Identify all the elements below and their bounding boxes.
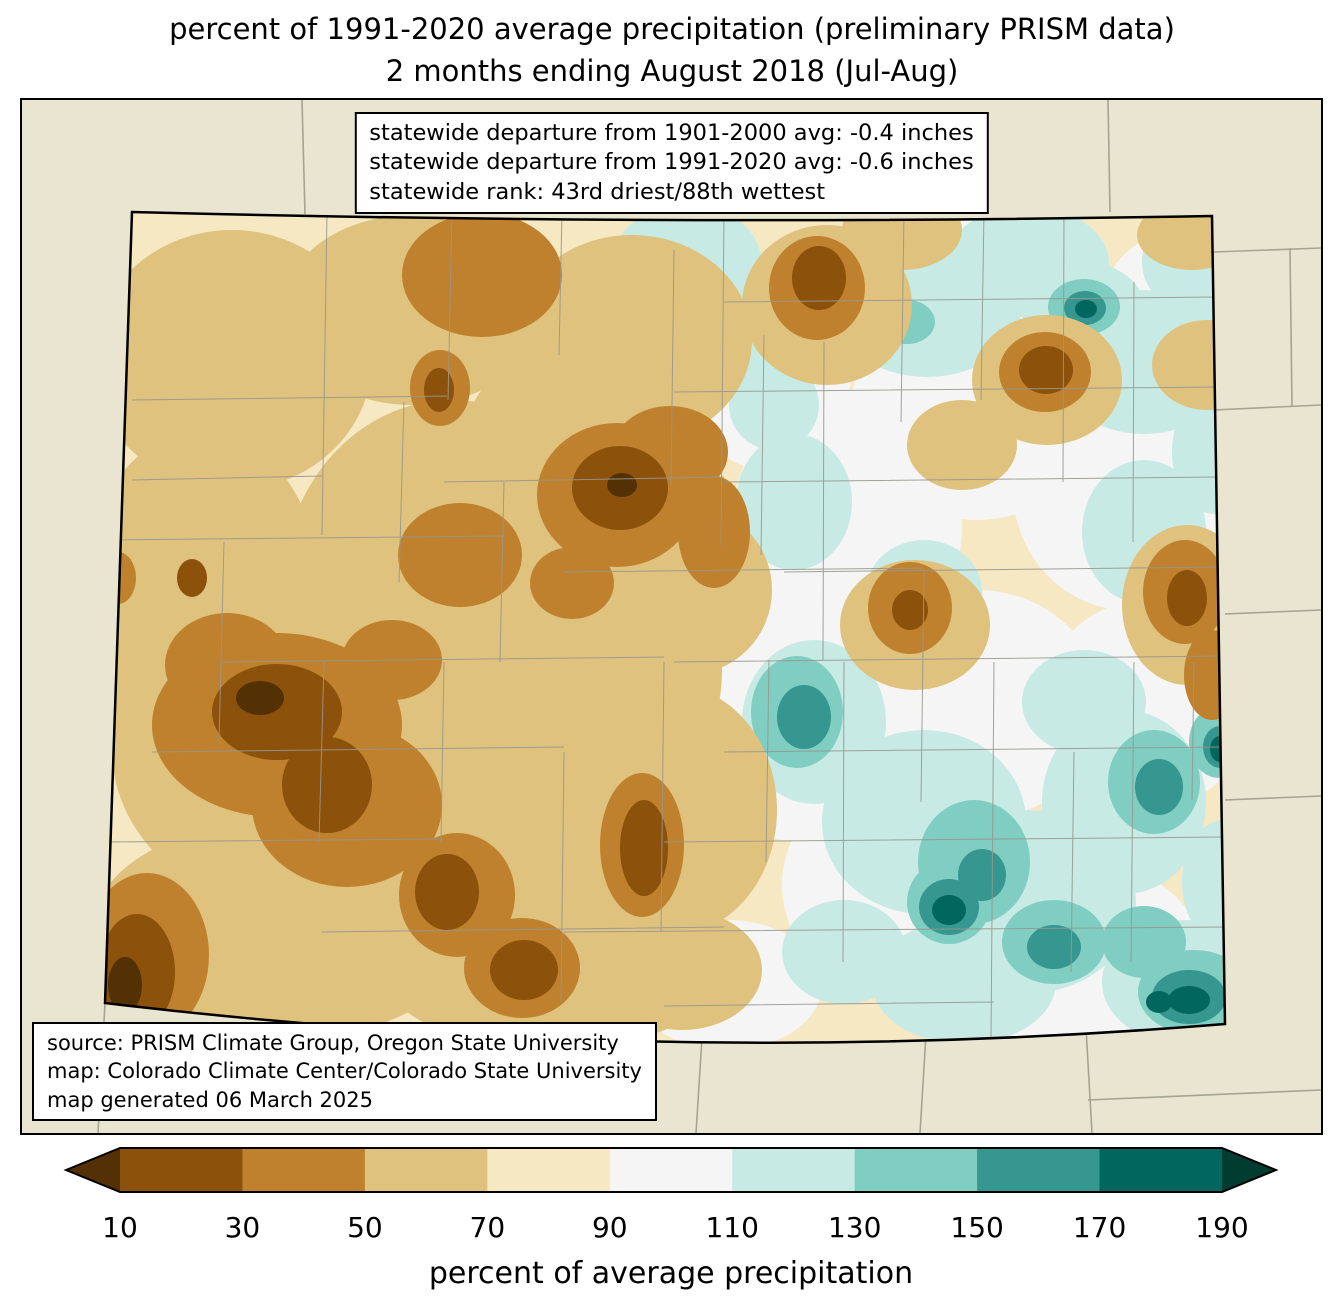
- colorado-precipitation-map: [22, 100, 1321, 1133]
- colorbar-segment: [854, 1148, 978, 1192]
- colorbar-tick-label: 30: [225, 1211, 261, 1244]
- source-line-3: map generated 06 March 2025: [47, 1087, 374, 1112]
- colorbar-segment: [120, 1148, 244, 1192]
- colorbar: 10 30 50 70 90 110 130 150 170 190 percent of aver…: [0, 1140, 1344, 1299]
- colorbar-tick-label: 70: [470, 1211, 506, 1244]
- stats-box: statewide departure from 1901-2000 avg: …: [354, 112, 989, 214]
- colorbar-tick-label: 130: [828, 1211, 881, 1244]
- stats-line-1: statewide departure from 1901-2000 avg: …: [369, 120, 974, 146]
- colorbar-arrow-left: [66, 1148, 120, 1192]
- colorbar-tick-label: 190: [1195, 1211, 1248, 1244]
- colorbar-svg: 10 30 50 70 90 110 130 150 170 190 percent of aver…: [63, 1147, 1279, 1291]
- colorbar-arrow-right: [1222, 1148, 1276, 1192]
- colorbar-tick-label: 170: [1073, 1211, 1126, 1244]
- colorbar-segment: [364, 1148, 488, 1192]
- colorbar-segment: [732, 1148, 856, 1192]
- source-line-2: map: Colorado Climate Center/Colorado St…: [47, 1059, 642, 1084]
- county-boundaries: [105, 212, 1225, 1041]
- source-line-1: source: PRISM Climate Group, Oregon Stat…: [47, 1030, 619, 1055]
- colorbar-tick-label: 90: [592, 1211, 628, 1244]
- contour-under-10: [108, 473, 637, 1013]
- page-title: percent of 1991-2020 average precipitati…: [0, 8, 1344, 92]
- colorbar-segment: [609, 1148, 733, 1192]
- colorbar-tick-label: 10: [102, 1211, 138, 1244]
- colorbar-segment: [487, 1148, 611, 1192]
- colorbar-segment: [977, 1148, 1101, 1192]
- colorbar-tick-label: 50: [347, 1211, 383, 1244]
- colorbar-segment: [1099, 1148, 1223, 1192]
- stats-line-2: statewide departure from 1991-2020 avg: …: [369, 149, 974, 176]
- colorbar-tick-label: 110: [705, 1211, 758, 1244]
- map-panel: statewide departure from 1901-2000 avg: …: [20, 98, 1323, 1135]
- colorbar-outline: [63, 1147, 1279, 1193]
- source-box: source: PRISM Climate Group, Oregon Stat…: [32, 1021, 657, 1121]
- contour-fills: [105, 212, 1225, 1043]
- stats-line-3: statewide rank: 43rd driest/88th wettest: [369, 178, 826, 205]
- colorbar-segment: [242, 1148, 366, 1192]
- colorbar-axis-label: percent of average precipitation: [429, 1256, 913, 1291]
- title-line-1: percent of 1991-2020 average precipitati…: [169, 12, 1175, 46]
- colorbar-tick-label: 150: [950, 1211, 1003, 1244]
- title-line-2: 2 months ending August 2018 (Jul-Aug): [385, 54, 959, 89]
